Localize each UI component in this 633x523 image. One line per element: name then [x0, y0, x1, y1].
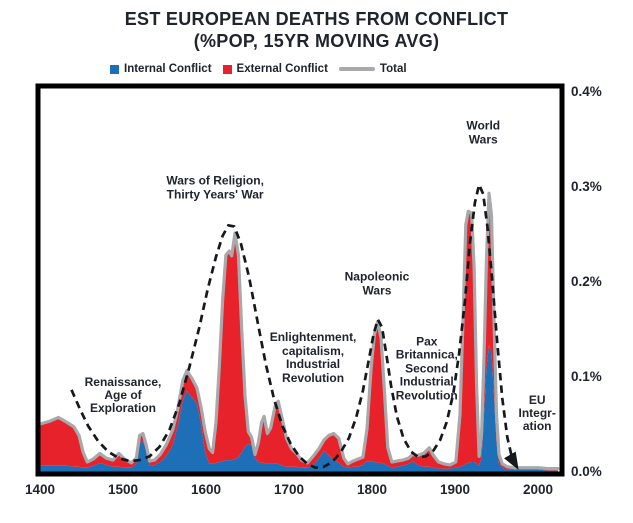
external-conflict-swatch — [222, 64, 232, 74]
annotation-line: Pax — [416, 334, 438, 349]
annotation-line: World — [466, 118, 501, 133]
annotation-line: EU — [528, 392, 546, 407]
trend-curve — [70, 180, 519, 471]
annotation-line: Industrial — [286, 357, 341, 372]
legend-label-internal: Internal Conflict — [124, 63, 212, 75]
y-axis-tick-0.1%: 0.1% — [571, 368, 602, 384]
x-axis-tick-1700: 1700 — [273, 482, 305, 497]
annotation-renaissance: Renaissance, Age of Exploration — [84, 374, 162, 416]
annotation-line: Wars of Religion, — [166, 173, 264, 188]
annotation-line: Exploration — [89, 401, 156, 416]
annotation-line: capitalism, — [282, 344, 345, 358]
chart-title: EST EUROPEAN DEATHS FROM CONFLICT — [124, 9, 509, 29]
x-axis-tick-1600: 1600 — [190, 482, 222, 497]
annotation-line: Age of — [104, 387, 142, 402]
y-axis-tick-0.2%: 0.2% — [571, 273, 602, 289]
chart-subtitle: (%POP, 15YR MOVING AVG) — [193, 30, 440, 51]
annotation-line: Renaissance, — [84, 374, 162, 389]
annotation-line: Britannica, — [395, 347, 458, 362]
annotation-line: Integr- — [518, 405, 556, 420]
annotation-wars-of-religion: Wars of Religion, Thirty Years' War — [166, 173, 264, 202]
annotation-enlightenment: Enlightenment, capitalism, Industrial Revol… — [269, 330, 357, 386]
x-axis-tick-1800: 1800 — [356, 482, 388, 497]
annotation-eu: EU Integr-ation — [518, 392, 556, 434]
annotation-world: World Wars — [466, 118, 501, 147]
annotation-line: Thirty Years' War — [166, 187, 264, 202]
x-axis-tick-1500: 1500 — [107, 482, 139, 497]
annotation-line: Wars — [362, 283, 392, 298]
annotation-line: Wars — [468, 132, 498, 147]
annotation-line: Industrial — [399, 374, 454, 389]
annotation-line: Napoleonic — [344, 269, 410, 284]
legend: Internal Conflict External Conflict Tota… — [110, 61, 418, 77]
annotation-pax: Pax Britannica, Second Industrial Revolution — [395, 334, 458, 403]
annotation-napoleonic: Napoleonic Wars — [344, 269, 410, 298]
annotation-line: ation — [522, 419, 552, 434]
x-axis-tick-1400: 1400 — [24, 482, 56, 497]
annotation-line: Revolution — [395, 388, 458, 403]
annotation-line: Second — [405, 361, 449, 376]
x-axis-tick-1900: 1900 — [439, 482, 471, 497]
annotation-line: Revolution — [282, 370, 345, 385]
y-axis-tick-0.4%: 0.4% — [571, 83, 602, 99]
legend-item-total: Total — [338, 63, 407, 75]
legend-item-external-conflict: External Conflict — [222, 63, 328, 75]
internal-conflict-swatch — [110, 64, 119, 74]
y-axis-tick-0.3%: 0.3% — [571, 178, 602, 194]
plot-frame — [35, 83, 565, 477]
total-line-swatch — [338, 67, 375, 71]
legend-label-external: External Conflict — [236, 63, 328, 75]
x-axis-tick-2000: 2000 — [522, 482, 554, 497]
legend-item-internal-conflict: Internal Conflict — [110, 63, 212, 75]
y-axis-tick-0.0%: 0.0% — [571, 463, 602, 479]
legend-label-total: Total — [379, 63, 407, 75]
annotation-line: Enlightenment, — [269, 330, 357, 345]
title-block: EST EUROPEAN DEATHS FROM CONFLICT (%POP,… — [0, 9, 633, 52]
